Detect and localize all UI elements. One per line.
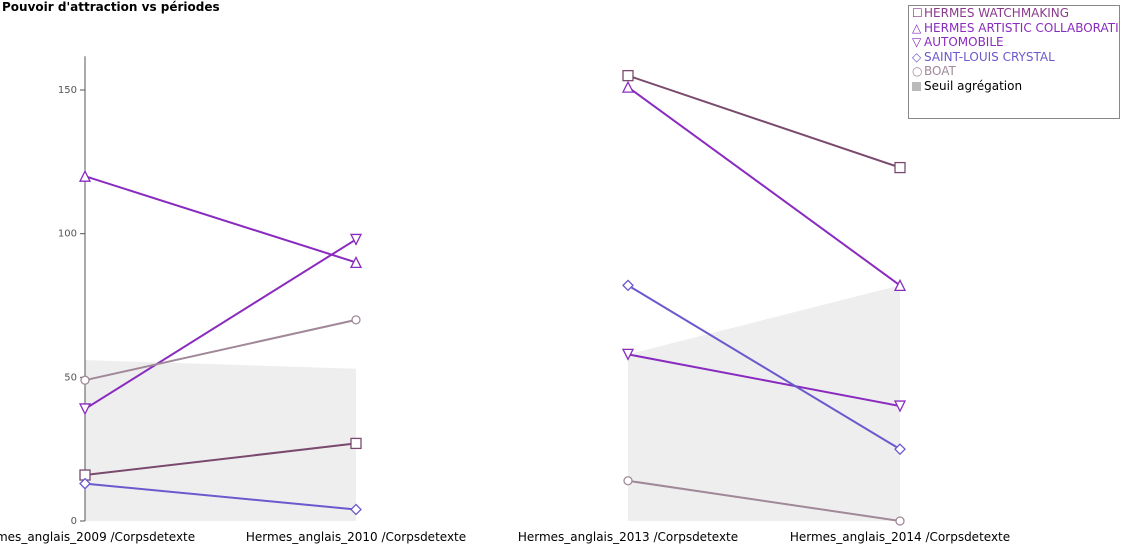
threshold-area-layer: [85, 285, 900, 521]
series-lines-layer: [84, 74, 901, 522]
swatch-icon: [912, 81, 921, 91]
legend-item[interactable]: ☐HERMES WATCHMAKING: [909, 6, 1119, 21]
data-point-saint-louis-crystal-2: [622, 279, 634, 292]
data-point-hermes-artistic-collaborations-3: [893, 278, 907, 292]
series-line-saint-louis-crystal-0: [84, 482, 357, 511]
data-point-boat-1: [351, 315, 361, 325]
data-point-boat-3: [895, 516, 905, 526]
triangle-up-icon: △: [912, 20, 922, 35]
legend-label: Seuil agrégation: [924, 78, 1023, 93]
legend-label: AUTOMOBILE: [924, 35, 1004, 49]
x-tick-label-0: Hermes_anglais_2009 /Corpsdetexte: [0, 530, 195, 544]
y-tick-label-100: 100: [58, 229, 77, 240]
data-point-boat-0: [80, 375, 90, 385]
series-line-hermes-artistic-collaborations-0: [84, 175, 357, 264]
x-axis-labels: Hermes_anglais_2009 /Corpsdetexte Hermes_…: [0, 530, 1010, 544]
data-point-automobile-3: [893, 400, 907, 413]
series-line-automobile-0: [84, 238, 357, 410]
legend: ☐HERMES WATCHMAKING △ HERMES ARTISTIC COLL…: [908, 5, 1120, 119]
data-point-hermes-watchmaking-2: [622, 69, 634, 82]
series-line-boat-0: [84, 318, 357, 382]
x-tick-label-2: Hermes_anglais_2013 /Corpsdetexte: [518, 530, 738, 544]
data-point-boat-2: [623, 476, 633, 486]
legend-label: HERMES WATCHMAKING: [924, 6, 1070, 20]
x-tick-label-1: Hermes_anglais_2010 /Corpsdetexte: [246, 530, 466, 544]
legend-item-threshold[interactable]: Seuil agrégation: [909, 79, 1119, 94]
data-point-saint-louis-crystal-3: [894, 443, 906, 456]
data-point-saint-louis-crystal-0: [79, 477, 91, 490]
series-markers-layer: [78, 69, 907, 526]
series-line-saint-louis-crystal-1: [627, 284, 901, 451]
data-point-automobile-1: [349, 233, 363, 246]
x-tick-label-3: Hermes_anglais_2014 /Corpsdetexte: [790, 530, 1010, 544]
diamond-icon: ◇: [912, 49, 922, 64]
legend-label: BOAT: [924, 64, 956, 78]
legend-item[interactable]: ○ BOAT: [909, 64, 1119, 79]
legend-item[interactable]: ◇ SAINT-LOUIS CRYSTAL: [909, 50, 1119, 65]
data-point-saint-louis-crystal-1: [350, 503, 362, 516]
legend-label: SAINT-LOUIS CRYSTAL: [924, 49, 1055, 64]
data-point-automobile-0: [78, 403, 92, 416]
y-tick-label-0: 0: [71, 516, 77, 527]
square-icon: ☐: [912, 6, 923, 20]
y-tick-label-150: 150: [58, 85, 77, 96]
data-point-hermes-artistic-collaborations-0: [78, 169, 92, 182]
series-line-hermes-watchmaking-0: [84, 442, 357, 477]
series-line-automobile-1: [627, 353, 901, 408]
data-point-hermes-artistic-collaborations-2: [621, 80, 635, 93]
threshold-area-1: [628, 285, 900, 521]
legend-item[interactable]: ▽ AUTOMOBILE: [909, 35, 1119, 50]
circle-icon: ○: [912, 64, 923, 78]
triangle-down-icon: ▽: [912, 35, 922, 49]
y-axis: 0 50 100 150: [58, 56, 86, 527]
legend-item[interactable]: △HERMES ARTISTIC COLLABORATIONS: [909, 21, 1119, 36]
series-line-boat-1: [627, 479, 901, 522]
series-line-hermes-artistic-collaborations-1: [627, 86, 901, 287]
data-point-hermes-watchmaking-3: [894, 161, 906, 174]
series-line-hermes-watchmaking-1: [627, 74, 901, 169]
legend-label: HERMES ARTISTIC COLLABORATIONS: [924, 20, 1119, 35]
y-tick-label-50: 50: [64, 372, 77, 383]
data-point-hermes-watchmaking-1: [350, 437, 362, 450]
data-point-hermes-artistic-collaborations-1: [349, 255, 363, 269]
chart-title: Pouvoir d'attraction vs périodes: [2, 0, 220, 14]
threshold-area-0: [85, 360, 356, 521]
data-point-automobile-2: [621, 348, 635, 361]
